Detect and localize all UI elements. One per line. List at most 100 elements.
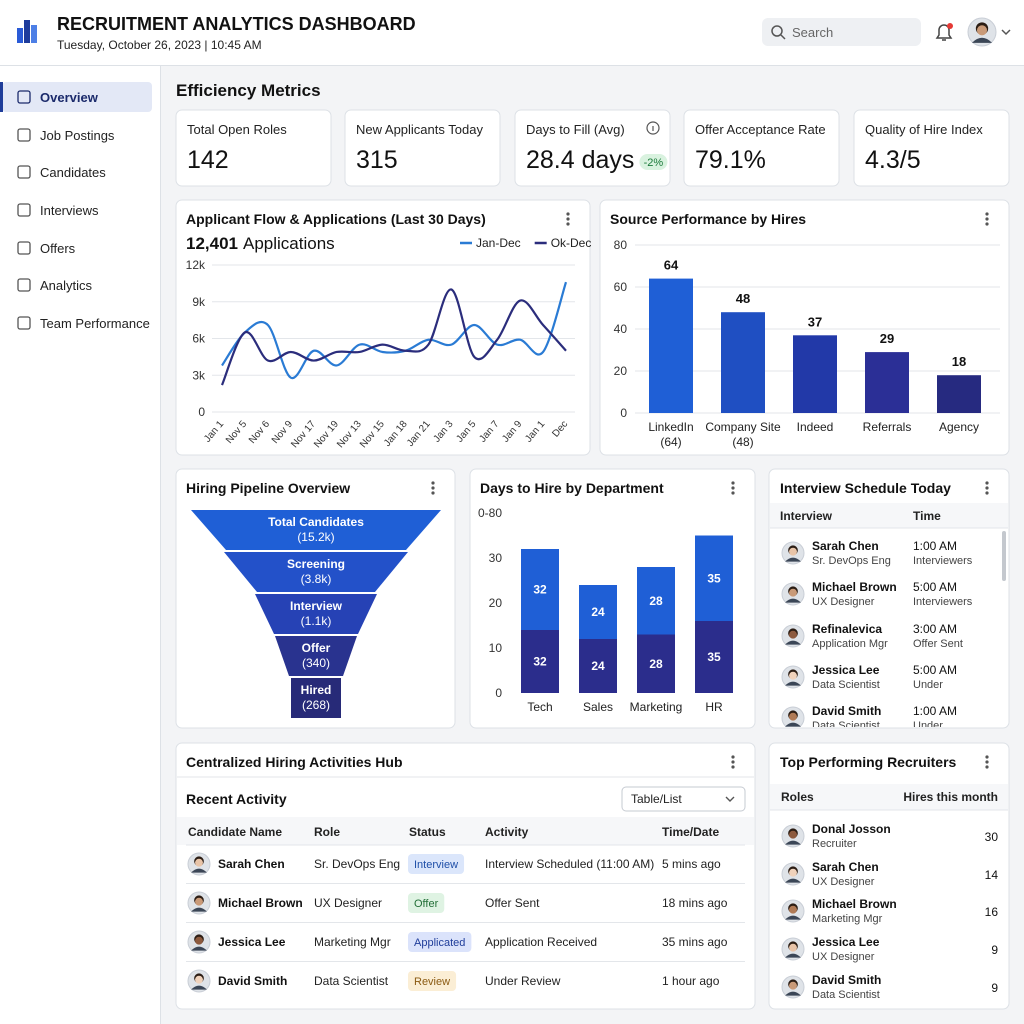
card-title: Centralized Hiring Activities Hub <box>186 754 403 770</box>
nav-item[interactable]: Overview <box>40 90 99 105</box>
metric-label: New Applicants Today <box>356 122 483 137</box>
notification-dot <box>947 23 953 29</box>
nav-icon <box>17 278 31 292</box>
chart-title: Days to Hire by Department <box>480 480 664 496</box>
menu-button[interactable] <box>731 755 735 769</box>
column-header: Roles <box>781 790 814 804</box>
avatar <box>187 891 211 915</box>
activity-time: 35 mins ago <box>662 935 728 949</box>
candidate-role: Sr. DevOps Eng <box>314 857 400 871</box>
bar <box>937 375 981 413</box>
search-icon <box>771 25 783 37</box>
series-line <box>220 288 567 386</box>
recruiter-hires: 14 <box>985 868 999 882</box>
avatar-body <box>785 915 801 920</box>
avatar <box>781 975 805 999</box>
menu-button[interactable] <box>431 481 435 495</box>
candidate-role: Sr. DevOps Eng <box>812 555 891 567</box>
y-tick-label: 30 <box>489 551 503 565</box>
y-tick-label: 0 <box>495 686 502 700</box>
nav-item[interactable]: Job Postings <box>40 128 115 143</box>
y-tick-label: 40 <box>614 322 628 336</box>
data-label: 32 <box>533 583 547 597</box>
stage-label: Screening <box>287 557 345 571</box>
interview-time: 5:00 AM <box>913 580 957 594</box>
nav-item[interactable]: Interviews <box>40 203 99 218</box>
avatar-face <box>789 905 797 914</box>
x-tick-label: HR <box>705 700 723 714</box>
menu-button[interactable] <box>985 755 989 769</box>
avatar-body <box>785 598 801 603</box>
recruiter-role: UX Designer <box>812 951 875 963</box>
data-label: 28 <box>649 657 663 671</box>
candidate-name: David Smith <box>812 704 881 718</box>
menu-button[interactable] <box>985 212 989 226</box>
interview-time: 1:00 AM <box>913 704 957 718</box>
headline-value: 12,401 <box>186 234 238 253</box>
menu-dot <box>985 481 989 485</box>
interview-time: 5:00 AM <box>913 663 957 677</box>
series-line <box>221 281 568 379</box>
nav-active-bg <box>2 82 152 112</box>
bar <box>793 335 837 413</box>
notification-bell[interactable] <box>935 24 953 41</box>
data-label: 35 <box>707 650 721 664</box>
recruiter-hires: 9 <box>991 943 998 957</box>
card <box>683 109 840 187</box>
avatar <box>781 706 805 727</box>
avatar-face <box>789 547 797 556</box>
nav-item[interactable]: Team Performance <box>40 316 150 331</box>
recruiter-name: Sarah Chen <box>812 860 879 874</box>
y-tick-label: 80 <box>614 238 628 252</box>
menu-button[interactable] <box>731 481 735 495</box>
avatar <box>781 899 805 923</box>
activity-time: 18 mins ago <box>662 896 728 910</box>
data-label: 24 <box>591 659 605 673</box>
status-badge <box>408 971 457 991</box>
avatar-face <box>789 830 797 839</box>
legend-label: Ok-Dec <box>551 236 592 250</box>
metric-label: Quality of Hire Index <box>865 122 983 137</box>
interview-status: Interviewers <box>913 596 973 608</box>
schedule-rows: Sarah Chen Sr. DevOps Eng 1:00 AM Interview… <box>781 539 973 727</box>
bar-segment <box>637 634 675 693</box>
nav-item[interactable]: Offers <box>40 241 76 256</box>
data-label: 35 <box>707 571 721 585</box>
metric-value: 28.4 days <box>526 146 634 174</box>
card-title: Top Performing Recruiters <box>780 754 957 770</box>
metric-label: Total Open Roles <box>187 122 287 137</box>
metric-value: 4.3/5 <box>865 146 921 174</box>
avatar-face <box>789 943 797 952</box>
interview-time: 3:00 AM <box>913 622 957 636</box>
nav-item[interactable]: Candidates <box>40 165 106 180</box>
section-subtitle: Recent Activity <box>186 791 287 807</box>
nav-icon <box>17 316 31 330</box>
x-tick-label: Referrals <box>863 420 912 434</box>
recruiter-name: Jessica Lee <box>812 935 880 949</box>
section-title: Efficiency Metrics <box>176 81 321 100</box>
profile-chevron[interactable] <box>1001 29 1011 36</box>
funnel-stage <box>191 510 441 550</box>
card <box>768 742 1010 1010</box>
avatar-face <box>789 588 797 597</box>
card <box>514 109 671 187</box>
avatar-face <box>195 975 203 984</box>
scrollbar-thumb <box>1002 531 1006 581</box>
headline-label: Applications <box>243 234 335 253</box>
nav-icon <box>17 203 31 217</box>
menu-button[interactable] <box>566 212 570 226</box>
column-header: Time/Date <box>662 825 719 839</box>
avatar-body <box>785 722 801 727</box>
nav-item[interactable]: Analytics <box>40 278 93 293</box>
avatar[interactable] <box>967 17 997 47</box>
menu-button[interactable] <box>985 481 989 495</box>
view-dropdown[interactable] <box>621 786 746 812</box>
search-box[interactable] <box>762 18 921 46</box>
nav-icon <box>17 165 31 179</box>
menu-dot <box>985 765 989 769</box>
avatar-body <box>785 991 801 996</box>
legend-label: Jan-Dec <box>476 236 521 250</box>
table-header-bg <box>177 817 754 845</box>
